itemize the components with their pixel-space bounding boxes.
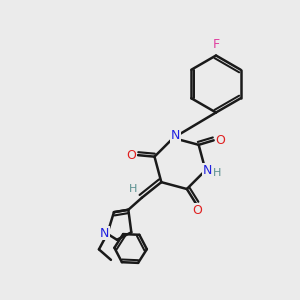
Text: N: N — [202, 164, 212, 177]
Text: H: H — [129, 184, 137, 194]
Text: H: H — [213, 168, 221, 178]
Text: O: O — [215, 134, 225, 147]
Text: N: N — [171, 129, 180, 142]
Text: O: O — [127, 149, 136, 162]
Text: O: O — [192, 203, 202, 217]
Text: F: F — [212, 38, 220, 52]
Text: N: N — [100, 227, 110, 240]
